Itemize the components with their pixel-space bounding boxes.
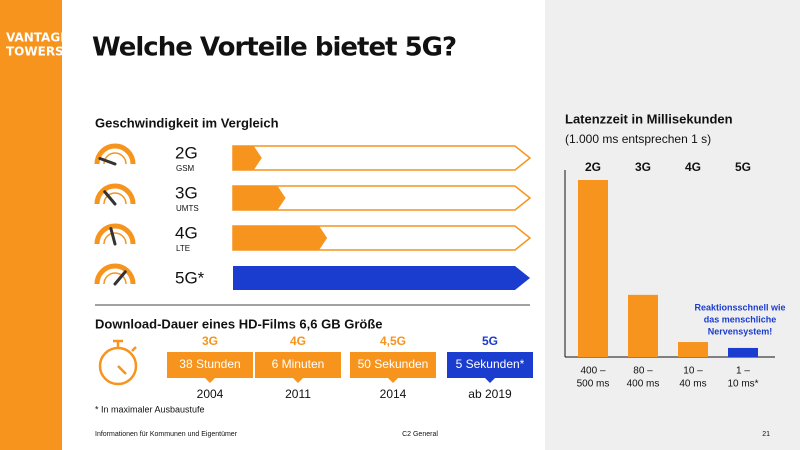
generation-sub: GSM [176, 164, 195, 173]
download-year: 2011 [285, 387, 311, 401]
download-time: 5 Sekunden* [456, 357, 525, 371]
annotation: das menschliche [704, 314, 777, 324]
gauge-icon [94, 183, 136, 206]
download-generation: 4G [290, 334, 306, 348]
bar [728, 347, 758, 357]
bar [578, 180, 608, 357]
bar [678, 342, 708, 357]
stopwatch-icon [98, 339, 138, 386]
speed-fill [233, 266, 530, 290]
download-time: 38 Stunden [179, 357, 240, 371]
download-year: ab 2019 [468, 387, 512, 401]
category-label: 5G [735, 160, 751, 174]
category-label: 3G [635, 160, 651, 174]
download-time: 50 Sekunden [358, 357, 429, 371]
footer-center: C2 General [402, 431, 438, 438]
logo: VANTAGE [6, 31, 68, 45]
download-box [255, 352, 341, 383]
download-box [350, 352, 436, 383]
gauge-needle [109, 227, 117, 246]
category-label: 2G [585, 160, 601, 174]
annotation: Reaktionsschnell wie [694, 302, 785, 312]
range-label: 400 – [580, 366, 605, 377]
page-number: 21 [762, 431, 770, 438]
range-label: 10 ms* [727, 379, 758, 390]
logo: TOWERS [6, 45, 64, 59]
footnote: * In maximaler Ausbaustufe [95, 404, 205, 414]
gauge-arc [94, 223, 136, 245]
gauge-needle [103, 190, 117, 206]
download-year: 2004 [197, 387, 224, 401]
gauge-icon [94, 263, 136, 286]
download-time: 6 Minuten [272, 357, 325, 371]
gauge-needle [113, 270, 127, 286]
generation-label: 5G* [175, 268, 205, 287]
speed-fill [233, 146, 262, 170]
generation-sub: LTE [176, 244, 190, 253]
range-label: 40 ms [679, 379, 706, 390]
range-label: 400 ms [627, 379, 660, 390]
gauge-arc-inner [103, 272, 127, 285]
download-generation: 3G [202, 334, 218, 348]
range-label: 10 – [683, 366, 703, 377]
download-box [167, 352, 253, 383]
chart-subtitle: (1.000 ms entsprechen 1 s) [565, 132, 711, 146]
side-band [0, 0, 62, 450]
gauge-arc [94, 183, 136, 205]
download-box [447, 352, 533, 383]
gauge-needle [98, 157, 117, 166]
gauge-icon [94, 223, 136, 246]
speed-fill [233, 226, 328, 250]
bar [628, 294, 658, 357]
footer-left: Informationen für Kommunen und Eigentüme… [95, 431, 238, 438]
chart-title: Latenzzeit in Millisekunden [565, 111, 733, 126]
generation-sub: UMTS [176, 204, 199, 213]
download-year: 2014 [380, 387, 407, 401]
generation-label: 4G [175, 223, 198, 242]
gauge-arc-inner [103, 192, 127, 205]
download-generation: 4,5G [380, 334, 406, 348]
range-label: 80 – [633, 366, 653, 377]
gauge-icon [94, 143, 136, 166]
speed-fill [233, 186, 286, 210]
range-label: 1 – [736, 366, 750, 377]
download-heading: Download-Dauer eines HD-Films 6,6 GB Grö… [95, 316, 383, 331]
annotation: Nervensystem! [708, 326, 773, 336]
title: Welche Vorteile bietet 5G? [92, 33, 456, 63]
gauge-arc [94, 263, 136, 285]
range-label: 500 ms [577, 379, 610, 390]
generation-label: 2G [175, 143, 198, 162]
gauge-arc [94, 143, 136, 165]
gauge-arc-inner [103, 232, 127, 245]
category-label: 4G [685, 160, 701, 174]
generation-label: 3G [175, 183, 198, 202]
speed-heading: Geschwindigkeit im Vergleich [95, 115, 279, 130]
download-generation: 5G [482, 334, 498, 348]
